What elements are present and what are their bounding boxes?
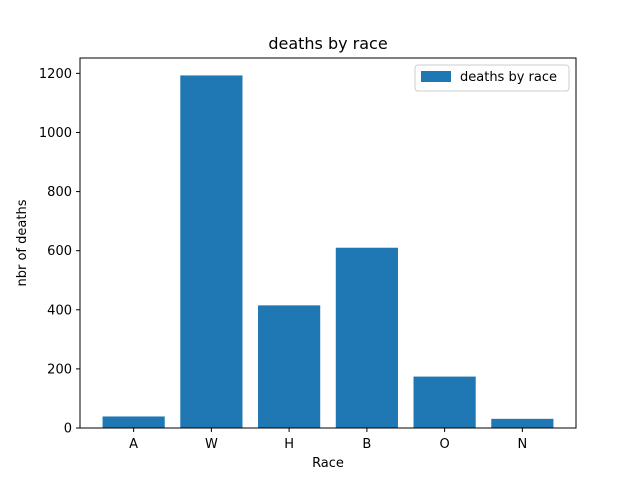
legend-box <box>414 64 570 92</box>
bars-group <box>102 75 554 428</box>
y-tick-label: 0 <box>64 422 72 437</box>
x-tick-label-n: N <box>517 437 527 452</box>
x-tick-label-o: O <box>439 437 449 452</box>
legend-swatch <box>421 71 451 82</box>
y-tick-label: 1200 <box>39 67 72 82</box>
plot-frame <box>79 57 577 429</box>
y-tick-label: 1000 <box>39 126 72 141</box>
x-tick-label-b: B <box>362 437 371 452</box>
x-axis-label: Race <box>312 456 344 471</box>
bar-h <box>258 305 321 428</box>
bar-n <box>491 418 554 428</box>
y-tick-label: 200 <box>47 362 72 377</box>
bar-o <box>413 376 476 428</box>
y-axis-label: nbr of deaths <box>15 199 30 286</box>
x-tick-label-w: W <box>205 437 218 452</box>
bar-w <box>180 75 243 428</box>
chart-title: deaths by race <box>268 34 387 53</box>
plot-area <box>79 57 577 429</box>
y-tick-label: 600 <box>47 244 72 259</box>
bar-b <box>335 247 398 428</box>
y-tick-label: 800 <box>47 185 72 200</box>
legend: deaths by race <box>414 64 570 92</box>
legend-entry-deaths-by-race: deaths by race <box>460 70 557 85</box>
x-tick-label-a: A <box>129 437 138 452</box>
y-axis: 0 200 400 600 800 1000 1200 <box>39 67 80 437</box>
bar-a <box>102 416 165 428</box>
y-tick-label: 400 <box>47 303 72 318</box>
x-tick-label-h: H <box>284 437 294 452</box>
